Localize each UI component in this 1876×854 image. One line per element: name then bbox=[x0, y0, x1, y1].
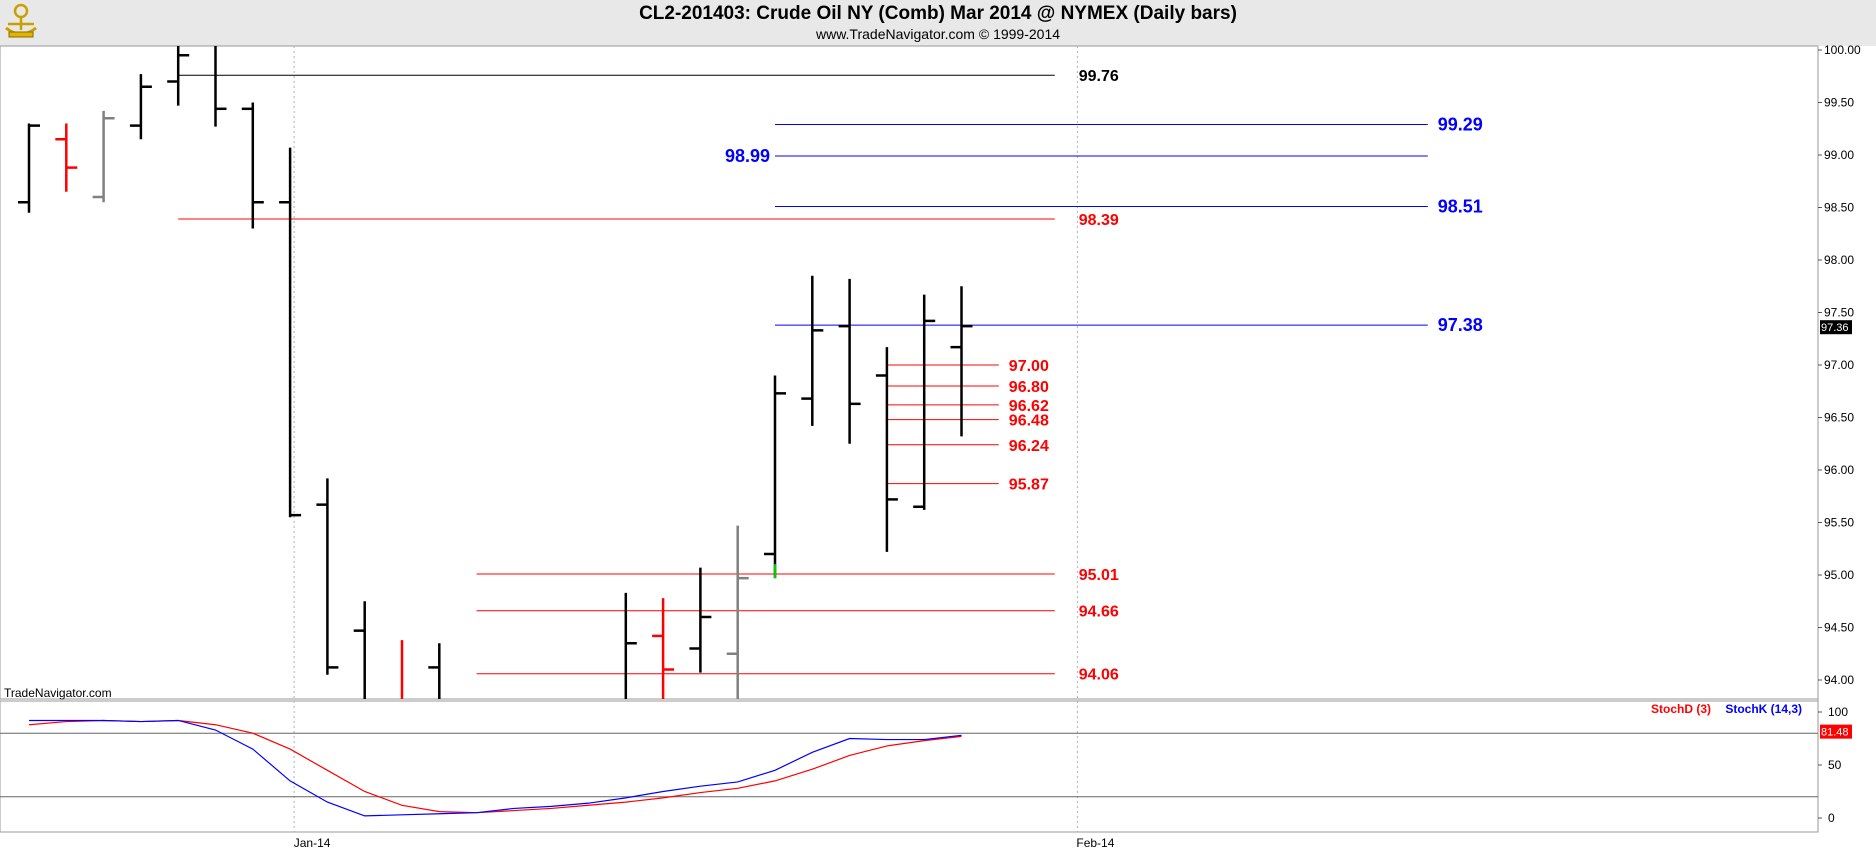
stoch-last-badge bbox=[1820, 724, 1852, 739]
last-price-badge bbox=[1820, 320, 1852, 335]
stoch-series-line bbox=[28, 719, 962, 814]
ohlc-bar bbox=[279, 147, 302, 518]
level-label: 95.01 bbox=[1079, 567, 1119, 584]
level-label: 96.24 bbox=[1009, 438, 1049, 455]
y-tick-label: 97.00 bbox=[1824, 358, 1854, 372]
y-tick-label: 99.00 bbox=[1824, 148, 1854, 162]
stoch-series-line bbox=[29, 719, 962, 817]
y-tick-label: 96.50 bbox=[1824, 411, 1854, 425]
stoch-last-label: 81.48 bbox=[1821, 727, 1849, 739]
ohlc-bar bbox=[428, 643, 441, 699]
price-marks bbox=[18, 46, 1428, 699]
ohlc-bar bbox=[624, 592, 637, 699]
ohlc-bar bbox=[875, 347, 898, 552]
ohlc-bar bbox=[167, 46, 190, 106]
ohlc-bar bbox=[55, 123, 78, 192]
y-tick-label: 94.00 bbox=[1824, 673, 1854, 687]
y-tick-label: 98.00 bbox=[1824, 253, 1854, 267]
ohlc-bar bbox=[214, 46, 227, 127]
y-tick-label: 95.50 bbox=[1824, 516, 1854, 530]
ohlc-bar bbox=[913, 294, 936, 510]
y-tick-label: 97.50 bbox=[1824, 306, 1854, 320]
x-tick-label: Feb-14 bbox=[1076, 836, 1114, 850]
level-label: 98.39 bbox=[1079, 212, 1119, 229]
price-plot-area bbox=[0, 45, 1819, 700]
y-tick-label: 100 bbox=[1828, 705, 1848, 719]
ohlc-bar bbox=[801, 275, 824, 426]
level-label: 94.06 bbox=[1079, 667, 1119, 684]
y-tick-label: 94.50 bbox=[1824, 621, 1854, 635]
ohlc-bar bbox=[316, 478, 339, 675]
ohlc-bar bbox=[241, 102, 264, 229]
level-label: 98.51 bbox=[1438, 196, 1483, 216]
level-label: 95.87 bbox=[1009, 477, 1049, 494]
ohlc-bar bbox=[652, 598, 675, 699]
ohlc-bar bbox=[92, 110, 115, 203]
x-tick-label: Jan-14 bbox=[294, 836, 331, 850]
chart-header: CL2-201403: Crude Oil NY (Comb) Mar 2014… bbox=[0, 0, 1876, 46]
ohlc-bar bbox=[18, 123, 40, 213]
price-panel: 100.00 99.50 99.00 98.50 98.00 97.50 97.00 96.5… bbox=[0, 43, 1876, 832]
stochastic-panel: 100 50 0 81.48 bbox=[0, 700, 1852, 833]
x-axis: Jan-14 Feb-14 bbox=[0, 831, 1818, 850]
level-label: 96.80 bbox=[1009, 379, 1049, 396]
level-label: 98.99 bbox=[725, 146, 770, 166]
ohlc-bar bbox=[726, 525, 749, 699]
y-tick-label: 95.00 bbox=[1824, 568, 1854, 582]
trade-navigator-logo-icon bbox=[5, 3, 37, 38]
ohlc-bar bbox=[838, 278, 861, 444]
chart-title: CL2-201403: Crude Oil NY (Comb) Mar 2014… bbox=[639, 3, 1237, 24]
level-label: 99.29 bbox=[1438, 115, 1483, 135]
ohlc-bar bbox=[400, 640, 404, 699]
legend-stochk: StochK (14,3) bbox=[1725, 702, 1802, 716]
level-label: 96.48 bbox=[1009, 413, 1049, 430]
y-tick-label: 50 bbox=[1828, 758, 1842, 772]
level-label: 97.38 bbox=[1438, 315, 1483, 335]
level-label: 97.00 bbox=[1009, 358, 1049, 375]
y-axis-area bbox=[1818, 46, 1876, 832]
level-label: 96.62 bbox=[1009, 398, 1049, 415]
ohlc-bar bbox=[950, 286, 973, 437]
y-tick-label: 98.50 bbox=[1824, 201, 1854, 215]
y-tick-label: 100.00 bbox=[1824, 43, 1861, 57]
level-label: 99.76 bbox=[1079, 68, 1119, 85]
legend-stochd: StochD (3) bbox=[1651, 702, 1711, 716]
ohlc-bar bbox=[764, 375, 786, 579]
y-tick-label: 99.50 bbox=[1824, 96, 1854, 110]
watermark: TradeNavigator.com bbox=[4, 686, 112, 700]
ohlc-bar bbox=[129, 74, 152, 140]
ohlc-bar bbox=[689, 567, 712, 673]
chart-subtitle: www.TradeNavigator.com © 1999-2014 bbox=[815, 26, 1061, 42]
y-tick-label: 0 bbox=[1828, 811, 1835, 825]
ohlc-bar bbox=[353, 601, 366, 699]
level-label: 94.66 bbox=[1079, 604, 1119, 621]
last-price-label: 97.36 bbox=[1821, 322, 1849, 334]
y-tick-label: 96.00 bbox=[1824, 463, 1854, 477]
